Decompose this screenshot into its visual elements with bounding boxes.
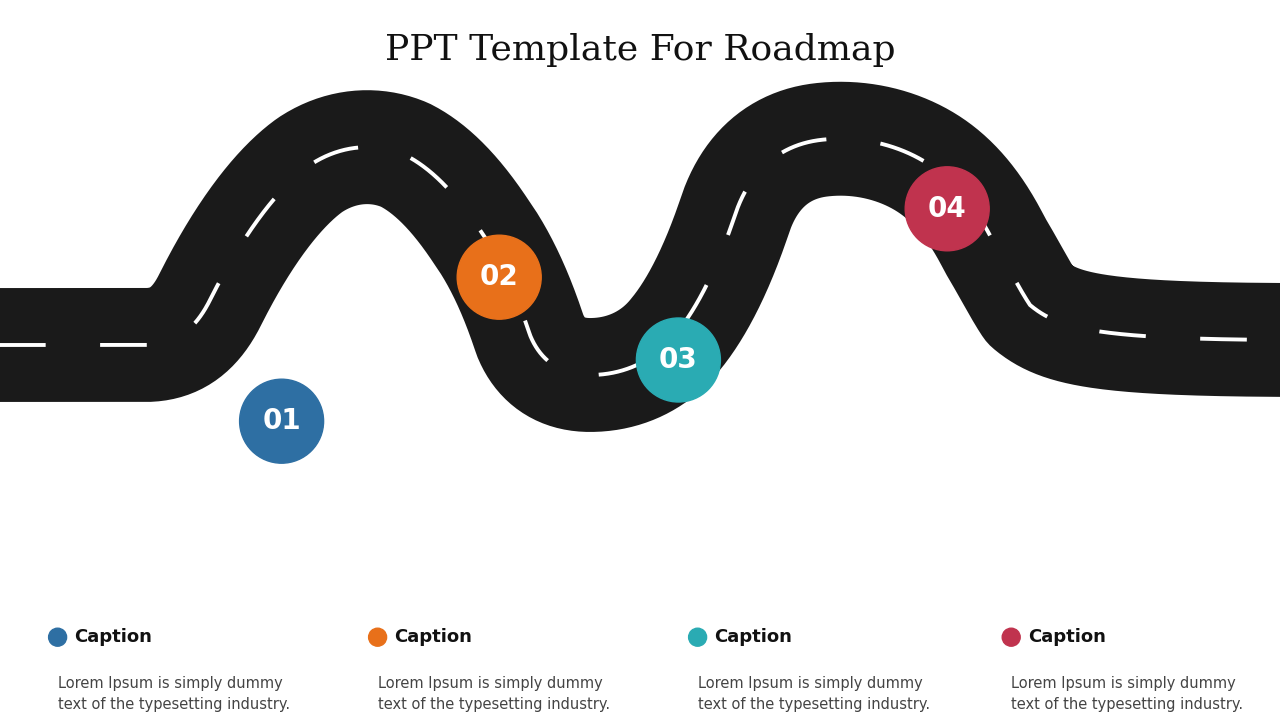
Circle shape (239, 379, 324, 463)
Circle shape (457, 235, 541, 319)
Text: Caption: Caption (1028, 628, 1106, 647)
Text: 04: 04 (928, 195, 966, 222)
Text: 03: 03 (659, 346, 698, 374)
Text: Caption: Caption (714, 628, 792, 647)
Text: 01: 01 (262, 408, 301, 435)
Circle shape (1002, 628, 1020, 647)
Circle shape (905, 167, 989, 251)
Text: Caption: Caption (74, 628, 152, 647)
Circle shape (369, 628, 387, 647)
Circle shape (49, 628, 67, 647)
Text: Lorem Ipsum is simply dummy
text of the typesetting industry.: Lorem Ipsum is simply dummy text of the … (378, 676, 609, 712)
Circle shape (636, 318, 721, 402)
Text: Lorem Ipsum is simply dummy
text of the typesetting industry.: Lorem Ipsum is simply dummy text of the … (58, 676, 289, 712)
Circle shape (689, 628, 707, 647)
Text: Caption: Caption (394, 628, 472, 647)
Text: PPT Template For Roadmap: PPT Template For Roadmap (385, 33, 895, 68)
Text: 02: 02 (480, 264, 518, 291)
Text: Lorem Ipsum is simply dummy
text of the typesetting industry.: Lorem Ipsum is simply dummy text of the … (1011, 676, 1243, 712)
Text: Lorem Ipsum is simply dummy
text of the typesetting industry.: Lorem Ipsum is simply dummy text of the … (698, 676, 929, 712)
